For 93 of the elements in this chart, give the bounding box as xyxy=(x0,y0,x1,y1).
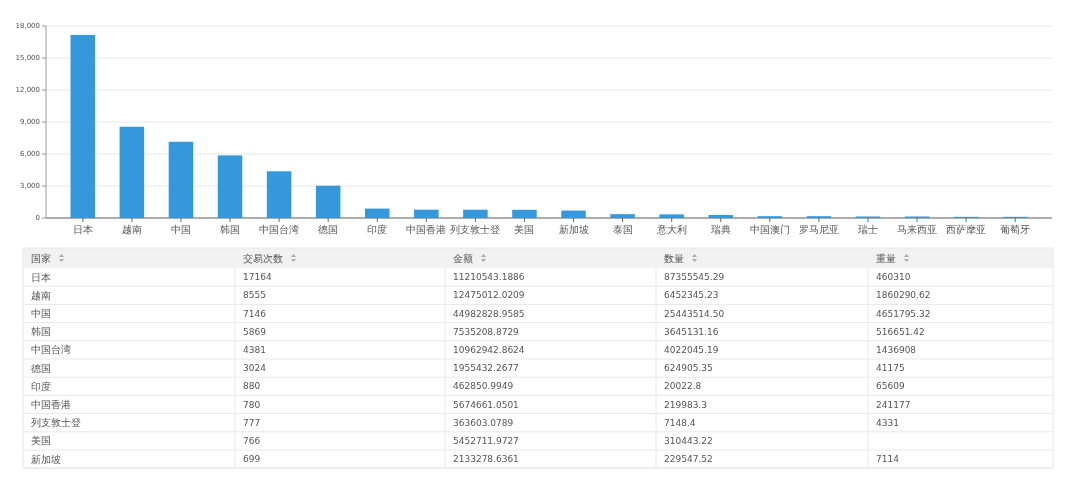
text: 11210543.1886 xyxy=(453,272,525,283)
text: 25443514.50 xyxy=(664,308,725,319)
text: 1436908 xyxy=(876,345,917,356)
bar xyxy=(561,210,586,218)
x-tick-label: 泰国 xyxy=(612,224,633,235)
text: 880 xyxy=(243,381,261,392)
text: 5869 xyxy=(243,326,266,337)
text: 777 xyxy=(243,417,261,428)
category-label: 列支敦士登 xyxy=(31,417,81,429)
bar xyxy=(512,209,537,218)
x-tick-label: 日本 xyxy=(72,224,93,235)
x-tick-label: 新加坡 xyxy=(558,224,589,235)
text: 4022045.19 xyxy=(664,345,719,356)
x-tick-label: 意大利 xyxy=(655,224,687,235)
text: 44982828.9585 xyxy=(453,308,525,319)
x-tick-label: 中国台湾 xyxy=(259,224,300,235)
category-label: 美国 xyxy=(31,435,51,447)
text: 7535208.8729 xyxy=(453,326,519,337)
category-label: 国家 xyxy=(31,252,51,264)
text: 20022.8 xyxy=(664,381,702,392)
text: 7114 xyxy=(876,454,899,465)
text: 2133278.6361 xyxy=(453,454,519,465)
bar xyxy=(414,209,439,218)
text: 241177 xyxy=(876,399,911,410)
text: 310443.22 xyxy=(664,436,713,447)
x-tick-label: 瑞典 xyxy=(710,224,731,235)
x-tick-label: 西萨摩亚 xyxy=(946,224,987,235)
x-tick-label: 马来西亚 xyxy=(897,224,938,235)
x-tick-label: 韩国 xyxy=(220,224,241,235)
bar xyxy=(315,185,341,218)
text: 3645131.16 xyxy=(664,326,719,337)
bar xyxy=(463,209,488,218)
text: 7146 xyxy=(243,308,266,319)
text: 1860290.62 xyxy=(876,290,931,301)
category-label: 交易次数 xyxy=(243,252,283,264)
text: 460310 xyxy=(876,272,911,283)
text: 699 xyxy=(243,454,261,465)
text: 65609 xyxy=(876,381,905,392)
text: 462850.9949 xyxy=(453,381,514,392)
text: 5674661.0501 xyxy=(453,399,519,410)
category-label: 日本 xyxy=(31,271,51,283)
category-label: 中国香港 xyxy=(31,399,71,410)
bar xyxy=(266,171,292,218)
text: 780 xyxy=(243,399,261,410)
bar xyxy=(659,214,684,218)
category-label: 中国 xyxy=(31,308,51,319)
category-label: 德国 xyxy=(31,362,51,374)
text: 10962942.8624 xyxy=(453,345,525,356)
category-label: 重量 xyxy=(876,252,896,264)
category-label: 中国台湾 xyxy=(31,344,71,356)
text: 8555 xyxy=(243,290,266,301)
bar xyxy=(70,34,96,218)
text: 3024 xyxy=(243,363,266,374)
text: 4381 xyxy=(243,345,266,356)
x-tick-label: 美国 xyxy=(514,224,535,235)
text: 624905.35 xyxy=(664,363,713,374)
x-tick-label: 葡萄牙 xyxy=(1000,224,1031,235)
category-label: 越南 xyxy=(31,289,51,301)
bar xyxy=(168,141,194,218)
category-label: 印度 xyxy=(31,380,51,392)
text: 4331 xyxy=(876,417,899,428)
x-tick-label: 列支敦士登 xyxy=(450,224,501,235)
category-label: 新加坡 xyxy=(31,453,61,465)
category-label: 数量 xyxy=(664,252,684,264)
x-tick-label: 印度 xyxy=(367,224,388,235)
bar xyxy=(364,208,390,218)
text: 229547.52 xyxy=(664,454,713,465)
text: 766 xyxy=(243,436,261,447)
text: 41175 xyxy=(876,363,905,374)
text: 7148.4 xyxy=(664,417,696,428)
x-tick-label: 中国 xyxy=(170,224,191,235)
text: 12475012.0209 xyxy=(453,290,525,301)
text: 87355545.29 xyxy=(664,272,725,283)
text: 516651.42 xyxy=(876,326,925,337)
text: 6452345.23 xyxy=(664,290,719,301)
bar xyxy=(708,215,734,218)
category-label: 韩国 xyxy=(31,326,51,338)
text: 1955432.2677 xyxy=(453,363,519,374)
bar xyxy=(610,214,635,218)
bar xyxy=(119,126,145,218)
x-tick-label: 中国香港 xyxy=(406,224,447,235)
category-label: 金额 xyxy=(453,252,473,264)
text: 219983.3 xyxy=(664,399,707,410)
bar xyxy=(217,155,243,218)
x-tick-label: 瑞士 xyxy=(857,224,878,235)
x-tick-label: 德国 xyxy=(318,224,339,235)
text: 363603.0789 xyxy=(453,417,514,428)
text: 5452711.9727 xyxy=(453,436,519,447)
x-tick-label: 越南 xyxy=(121,224,142,235)
text: 4651795.32 xyxy=(876,308,931,319)
text: 17164 xyxy=(243,272,272,283)
x-tick-label: 中国澳门 xyxy=(749,224,790,235)
x-tick-label: 罗马尼亚 xyxy=(798,224,839,235)
